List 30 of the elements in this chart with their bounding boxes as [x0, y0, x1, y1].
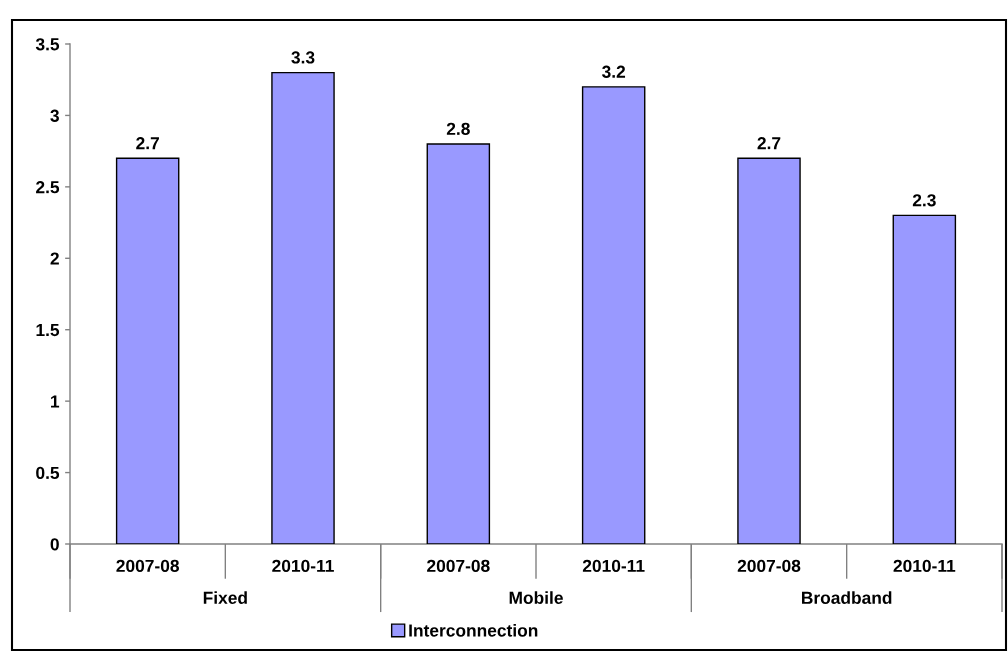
y-tick-label: 2.5	[36, 181, 60, 194]
y-tick-label: 2	[50, 252, 59, 265]
y-tick-label: 0	[50, 538, 59, 551]
text: Mobile	[509, 591, 563, 604]
x-tick-label: 2010-11	[893, 559, 956, 573]
text: Broadband	[802, 591, 892, 604]
bar	[581, 86, 646, 544]
x-tick-label: 2007-08	[427, 559, 490, 573]
data-label: 2.3	[912, 194, 936, 207]
bar	[426, 143, 491, 544]
x-tick-label: 2007-08	[737, 559, 801, 573]
y-tick-label: 1	[51, 395, 60, 408]
y-tick-label: 0.5	[36, 466, 60, 480]
y-tick-label: 3	[50, 109, 59, 122]
bar	[115, 157, 180, 544]
bar	[271, 71, 335, 544]
text: Fixed	[203, 591, 247, 604]
data-label: 3.3	[291, 51, 315, 64]
data-label: 3.2	[602, 65, 626, 78]
data-label: 2.7	[757, 137, 781, 150]
y-tick-label: 3.5	[35, 38, 60, 51]
x-tick-label: 2010-11	[582, 559, 645, 573]
y-tick-label: 1.5	[36, 324, 60, 337]
data-label: 2.8	[446, 122, 470, 136]
bar	[892, 214, 957, 544]
data-label: 2.7	[136, 137, 159, 150]
x-tick-label: 2010-11	[272, 559, 334, 573]
bar	[737, 157, 801, 544]
x-tick-label: 2007-08	[116, 559, 179, 573]
legend-label: Interconnection	[409, 623, 538, 637]
